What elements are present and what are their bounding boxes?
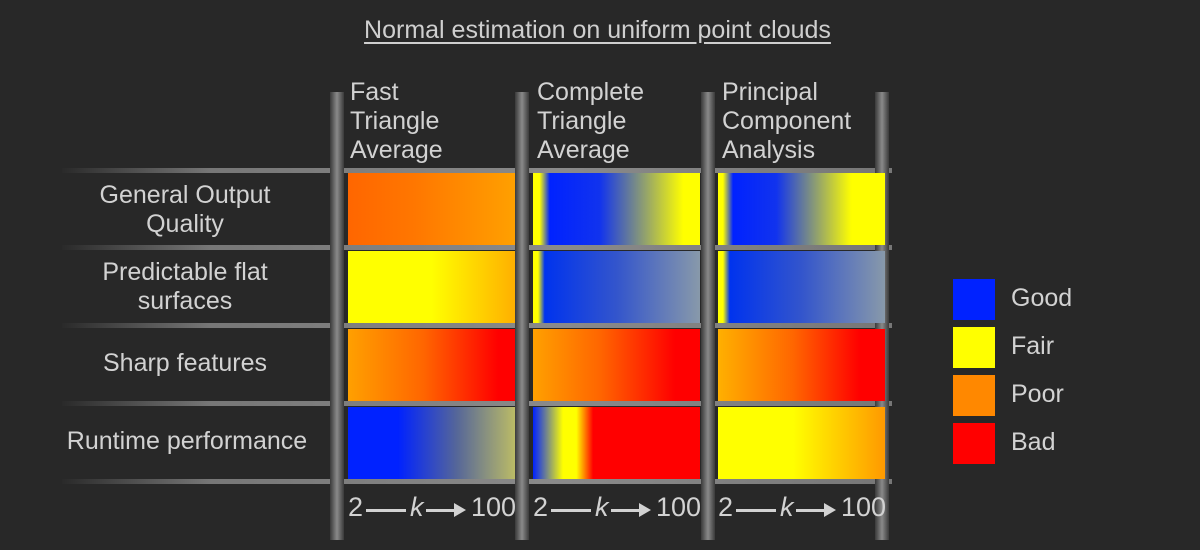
cell-r0-c1	[533, 173, 700, 245]
row-separator	[62, 323, 892, 328]
arrow-right-icon	[824, 503, 836, 517]
cell-r1-c2	[718, 251, 885, 323]
cell-r3-c1	[533, 407, 700, 479]
arrow-right-icon	[639, 503, 651, 517]
column-header-principal-component-analysis: Principal Component Analysis	[722, 78, 852, 164]
row-label-general-output-quality: General Output Quality	[99, 181, 271, 238]
arrow-right-icon	[454, 503, 466, 517]
cell-r1-c1	[533, 251, 700, 323]
cell-r1-c0	[348, 251, 515, 323]
column-separator	[701, 92, 715, 540]
row-label-sharp-features: Sharp features	[103, 349, 267, 377]
axis-line	[611, 509, 641, 512]
column-separator	[515, 92, 529, 540]
row-label-predictable-flat-surfaces: Predictable flat surfaces	[102, 258, 268, 315]
legend-swatch	[953, 279, 995, 320]
column-header-complete-triangle-average: Complete Triangle Average	[537, 78, 644, 164]
cell-r3-c2	[718, 407, 885, 479]
cell-r3-c0	[348, 407, 515, 479]
k-axis-label: 2 k 100	[533, 492, 701, 522]
axis-line	[796, 509, 826, 512]
row-separator	[62, 401, 892, 406]
cell-r0-c0	[348, 173, 515, 245]
cell-r0-c2	[718, 173, 885, 245]
axis-line	[736, 509, 776, 512]
column-separator	[330, 92, 344, 540]
legend-swatch	[953, 423, 995, 464]
k-axis-label: 2 k 100	[348, 492, 516, 522]
k-axis-label: 2 k 100	[718, 492, 886, 522]
row-separator	[62, 245, 892, 250]
axis-line	[426, 509, 456, 512]
cell-r2-c1	[533, 329, 700, 401]
axis-line	[551, 509, 591, 512]
chart-title: Normal estimation on uniform point cloud…	[364, 16, 831, 44]
legend-swatch	[953, 375, 995, 416]
cell-r2-c2	[718, 329, 885, 401]
row-separator	[62, 479, 892, 484]
row-label-runtime-performance: Runtime performance	[66, 427, 308, 455]
legend-swatch	[953, 327, 995, 368]
axis-line	[366, 509, 406, 512]
row-separator	[62, 168, 892, 173]
cell-r2-c0	[348, 329, 515, 401]
column-header-fast-triangle-average: Fast Triangle Average	[350, 78, 443, 164]
